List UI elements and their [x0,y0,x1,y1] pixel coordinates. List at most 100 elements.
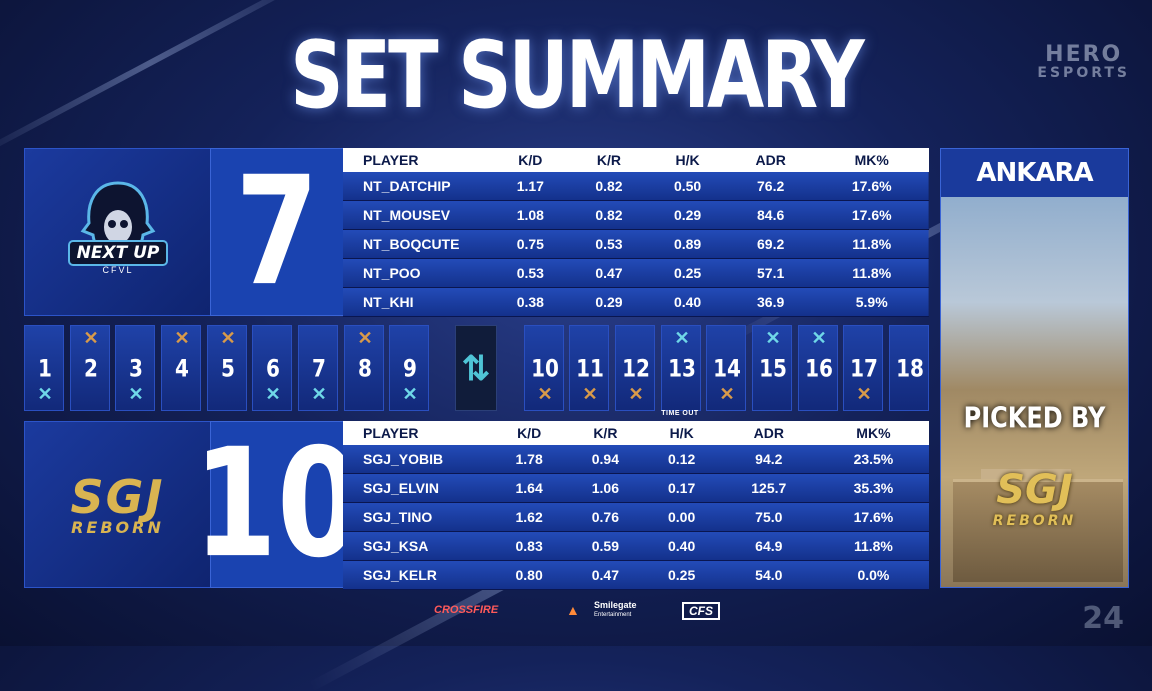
header-player: PLAYER [343,421,491,445]
stat-cell-kr: 0.76 [567,502,644,532]
team2-stats-table: PLAYER K/D K/R H/K ADR MK% SGJ_YOBIB 1.78… [343,421,929,590]
crossed-guns-icon: ✕ [628,384,644,404]
stat-cell-player: NT_BOQCUTE [343,229,491,259]
round-cell: 7 ✕ [298,325,338,411]
table-header: PLAYER K/D K/R H/K ADR MK% [343,421,929,445]
stat-cell-hk: 0.40 [648,287,727,317]
brand-logo-line2: ESPORTS [1037,65,1130,81]
team1-score: 7 [235,145,319,319]
round-cell: 5 ✕ [207,325,247,411]
round-number: 13 [668,353,696,383]
stat-cell-player: NT_MOUSEV [343,200,491,230]
stat-cell-hk: 0.12 [643,445,720,474]
stat-cell-mk: 11.8% [814,229,929,259]
stat-cell-kr: 0.29 [569,287,649,317]
round-number: 14 [713,353,741,383]
table-row: SGJ_YOBIB 1.78 0.94 0.12 94.2 23.5% [343,445,929,474]
stat-cell-mk: 17.6% [814,200,929,230]
table-row: NT_BOQCUTE 0.75 0.53 0.89 69.2 11.8% [343,229,929,259]
stat-cell-mk: 17.6% [814,172,929,201]
table-row: NT_KHI 0.38 0.29 0.40 36.9 5.9% [343,287,929,317]
round-cell: 10 ✕ [524,325,564,411]
team1-logo-icon [68,181,168,266]
table-row: SGJ_KSA 0.83 0.59 0.40 64.9 11.8% [343,531,929,561]
stat-cell-mk: 5.9% [814,287,929,317]
picked-by-label: PICKED BY [963,401,1106,435]
stat-cell-mk: 11.8% [817,531,929,561]
picked-team-logo-text: SGJ [996,467,1073,513]
stat-cell-hk: 0.17 [643,473,720,503]
round-cell: 15 ✕ [752,325,792,411]
round-number: 8 [358,353,372,383]
stat-cell-player: SGJ_TINO [343,502,491,532]
header-kd: K/D [491,148,570,172]
page-title: SET SUMMARY [290,22,865,130]
sponsor-crossfire-logo: CROSSFIRE [434,604,499,616]
stat-cell-adr: 76.2 [726,172,815,201]
round-cell: 12 ✕ [615,325,655,411]
round-number: 3 [129,353,143,383]
round-number: 5 [221,353,235,383]
crossed-guns-icon: ✕ [537,384,553,404]
stat-cell-kr: 1.06 [567,473,644,503]
round-cell: 18 [889,325,929,411]
round-cell: 17 ✕ [843,325,883,411]
round-cell: 2 ✕ [70,325,110,411]
timeout-label: TIME OUT [661,410,699,417]
round-number: 12 [622,353,650,383]
sponsor-bar: CROSSFIRE ▲ Smilegate Entertainment CFS [0,600,1152,626]
round-number: 10 [531,353,559,383]
stat-cell-kr: 0.47 [567,560,644,590]
team2-logo-text: SGJ [70,470,165,524]
header-mk: MK% [817,421,929,445]
stat-cell-kd: 1.17 [491,172,570,201]
stat-cell-hk: 0.89 [648,229,727,259]
header-player: PLAYER [343,148,491,172]
team2-logo-sub: REBORN [71,518,164,537]
team1-logo-panel: NEXT UP CFVL [24,148,211,316]
stat-cell-kd: 1.08 [491,200,570,230]
round-number: 7 [312,353,326,383]
table-row: NT_MOUSEV 1.08 0.82 0.29 84.6 17.6% [343,200,929,230]
watermark: 24 [1082,601,1124,636]
round-number: 18 [896,353,924,383]
stat-cell-player: SGJ_YOBIB [343,445,491,474]
round-cell: 11 ✕ [569,325,609,411]
stat-cell-mk: 35.3% [817,473,929,503]
round-cell: 6 ✕ [252,325,292,411]
map-image-building [953,479,1123,582]
header-mk: MK% [814,148,929,172]
brand-logo: HERO ESPORTS [1037,42,1130,82]
round-cell: 14 ✕ [706,325,746,411]
team1-logo-text: NEXT UP [76,243,160,263]
brand-logo-line1: HERO [1045,42,1123,67]
crossed-guns-icon: ✕ [265,384,281,404]
stat-cell-player: NT_DATCHIP [343,172,491,201]
stat-cell-hk: 0.00 [643,502,720,532]
stat-cell-player: SGJ_KSA [343,531,491,561]
team2-logo-panel: SGJ REBORN [24,421,211,588]
round-cell: 3 ✕ [115,325,155,411]
stat-cell-adr: 94.2 [719,445,818,474]
stat-cell-mk: 11.8% [814,258,929,288]
crossed-guns-icon: ✕ [37,384,53,404]
stat-cell-kd: 0.80 [491,560,568,590]
crossed-guns-icon: ✕ [128,384,144,404]
stat-cell-kr: 0.82 [569,200,649,230]
header-kr: K/R [569,148,649,172]
round-cell: 1 ✕ [24,325,64,411]
crossed-guns-icon: ✕ [357,328,373,348]
round-number: 16 [805,353,833,383]
table-row: NT_DATCHIP 1.17 0.82 0.50 76.2 17.6% [343,172,929,201]
map-name: ANKARA [941,149,1128,197]
stat-cell-kd: 1.62 [491,502,568,532]
header-hk: H/K [643,421,720,445]
header-hk: H/K [648,148,727,172]
table-row: SGJ_KELR 0.80 0.47 0.25 54.0 0.0% [343,560,929,590]
stat-cell-kd: 0.38 [491,287,570,317]
stat-cell-adr: 57.1 [726,258,815,288]
stat-cell-player: SGJ_ELVIN [343,473,491,503]
stat-cell-hk: 0.40 [643,531,720,561]
header-adr: ADR [726,148,815,172]
stat-cell-hk: 0.29 [648,200,727,230]
